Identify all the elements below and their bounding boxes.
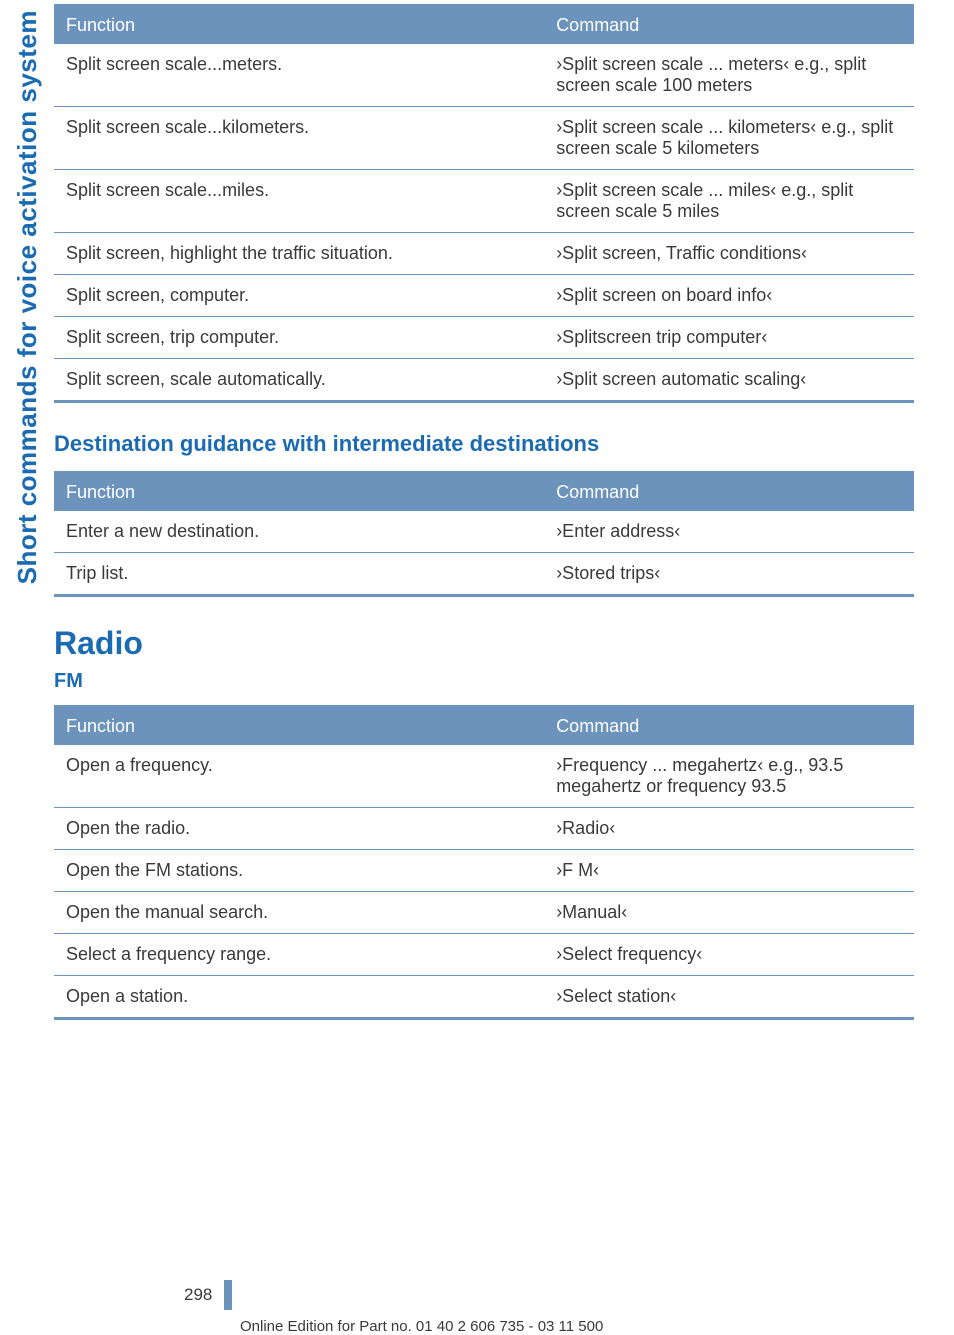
cell-function: Enter a new destination. [54,511,544,553]
table-row: Enter a new destination.›Enter address‹ [54,511,914,553]
cell-command: ›Enter address‹ [544,511,914,553]
page-footer: 298 Online Edition for Part no. 01 40 2 … [54,1280,914,1335]
cell-command: ›Frequency ... megahertz‹ e.g., 93.5 meg… [544,745,914,808]
cell-command: ›Split screen scale ... miles‹ e.g., spl… [544,170,914,233]
fm-heading: FM [54,670,914,693]
table-row: Open a station.›Select station‹ [54,976,914,1019]
cell-command: ›Split screen, Traffic conditions‹ [544,233,914,275]
table-row: Split screen, highlight the traffic situ… [54,233,914,275]
cell-command: ›Split screen on board info‹ [544,275,914,317]
table-row: Split screen scale...kilometers.›Split s… [54,107,914,170]
table-row: Open the radio.›Radio‹ [54,808,914,850]
cell-function: Select a frequency range. [54,934,544,976]
table-header-command: Command [544,473,914,512]
split-screen-table: Function Command Split screen scale...me… [54,4,914,403]
cell-command: ›Split screen automatic scaling‹ [544,359,914,402]
table-header-command: Command [544,6,914,45]
cell-function: Open a frequency. [54,745,544,808]
cell-command: ›Radio‹ [544,808,914,850]
table-row: Split screen scale...miles.›Split screen… [54,170,914,233]
table-header-command: Command [544,707,914,746]
side-label-text: Short commands for voice activation syst… [12,10,43,584]
destination-table: Function Command Enter a new destination… [54,471,914,597]
cell-function: Trip list. [54,553,544,596]
cell-function: Open the radio. [54,808,544,850]
cell-command: ›Select frequency‹ [544,934,914,976]
cell-function: Split screen scale...kilometers. [54,107,544,170]
cell-command: ›Select station‹ [544,976,914,1019]
table-row: Open the FM stations.›F M‹ [54,850,914,892]
side-label-column: Short commands for voice activation syst… [0,0,54,1335]
destination-guidance-heading: Destination guidance with intermediate d… [54,431,914,457]
cell-function: Split screen, scale automatically. [54,359,544,402]
table-row: Split screen, computer.›Split screen on … [54,275,914,317]
cell-function: Open a station. [54,976,544,1019]
cell-command: ›Splitscreen trip computer‹ [544,317,914,359]
cell-command: ›Manual‹ [544,892,914,934]
table-row: Select a frequency range.›Select frequen… [54,934,914,976]
cell-function: Open the FM stations. [54,850,544,892]
fm-table: Function Command Open a frequency.›Frequ… [54,705,914,1020]
cell-function: Open the manual search. [54,892,544,934]
main-content: Function Command Split screen scale...me… [54,0,954,1335]
table-header-function: Function [54,707,544,746]
table-header-function: Function [54,473,544,512]
table-row: Open the manual search.›Manual‹ [54,892,914,934]
footer-text: Online Edition for Part no. 01 40 2 606 … [240,1318,914,1335]
cell-function: Split screen, trip computer. [54,317,544,359]
cell-command: ›Split screen scale ... kilometers‹ e.g.… [544,107,914,170]
page-number-bar [224,1280,232,1310]
cell-function: Split screen scale...meters. [54,44,544,107]
cell-function: Split screen, highlight the traffic situ… [54,233,544,275]
cell-function: Split screen scale...miles. [54,170,544,233]
table-row: Split screen, trip computer.›Splitscreen… [54,317,914,359]
cell-function: Split screen, computer. [54,275,544,317]
cell-command: ›Stored trips‹ [544,553,914,596]
table-row: Split screen, scale automatically.›Split… [54,359,914,402]
cell-command: ›Split screen scale ... meters‹ e.g., sp… [544,44,914,107]
table-row: Trip list.›Stored trips‹ [54,553,914,596]
radio-heading: Radio [54,625,914,662]
cell-command: ›F M‹ [544,850,914,892]
table-row: Split screen scale...meters.›Split scree… [54,44,914,107]
table-header-function: Function [54,6,544,45]
page-number: 298 [184,1285,212,1305]
table-row: Open a frequency.›Frequency ... megahert… [54,745,914,808]
